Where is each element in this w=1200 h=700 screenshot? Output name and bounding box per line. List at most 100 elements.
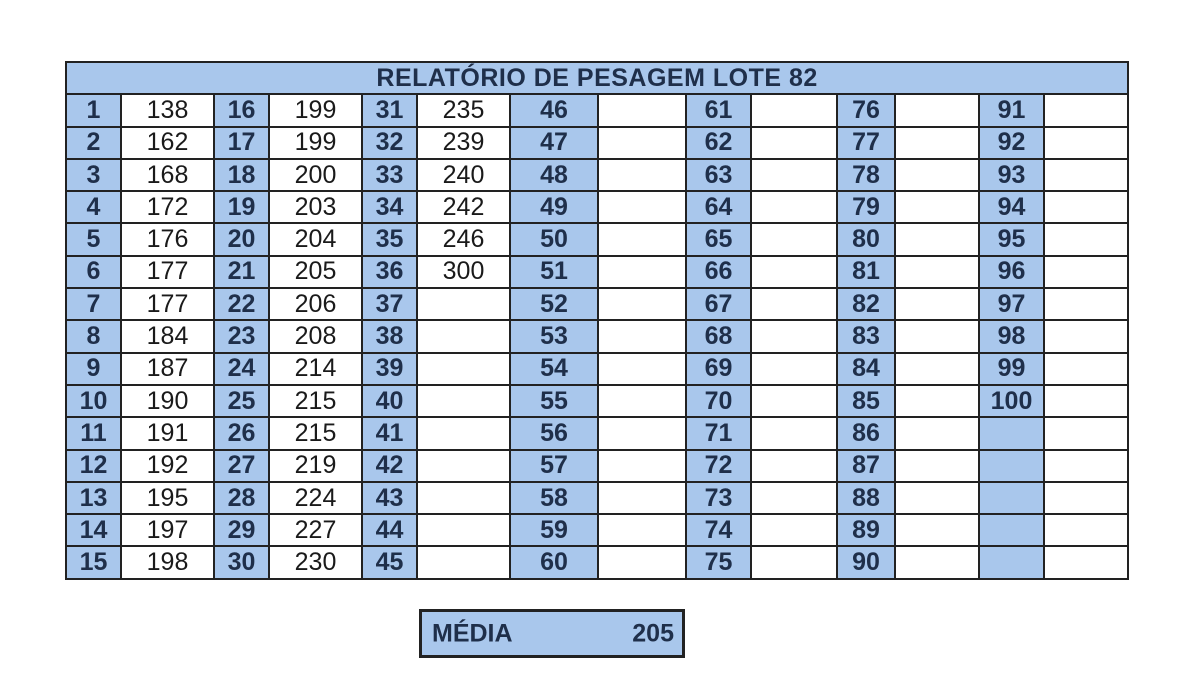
- animal-number-cell: 62: [685, 125, 752, 160]
- animal-number-cell: 71: [685, 416, 752, 451]
- weight-cell: [597, 190, 687, 225]
- animal-number-cell: 58: [509, 480, 599, 516]
- weight-cell: 168: [120, 157, 215, 193]
- animal-number-cell: 21: [213, 254, 270, 290]
- animal-number-cell: 29: [213, 513, 270, 548]
- weight-cell: [416, 383, 511, 419]
- average-box: MÉDIA 205: [419, 609, 685, 658]
- animal-number-cell: 83: [836, 319, 896, 354]
- animal-number-cell: 19: [213, 190, 270, 225]
- animal-number-cell: 89: [836, 513, 896, 548]
- title-row: RELATÓRIO DE PESAGEM LOTE 82: [64, 60, 1130, 96]
- table-row: 8 184 23 208 38 53 68 83 98: [65, 319, 1130, 354]
- weight-cell: 187: [120, 351, 215, 386]
- animal-number-cell: 73: [685, 480, 752, 516]
- animal-number-cell: 61: [685, 93, 752, 128]
- animal-number-cell: 49: [509, 190, 599, 225]
- animal-number-cell: 77: [836, 125, 896, 160]
- animal-number-cell: 28: [213, 480, 270, 516]
- animal-number-cell: 8: [65, 319, 122, 354]
- animal-number-cell: 51: [509, 254, 599, 290]
- animal-number-cell: 79: [836, 190, 896, 225]
- animal-number-cell: 7: [65, 287, 122, 322]
- animal-number-cell: 31: [361, 93, 418, 128]
- table-row: 3 168 18 200 33 240 48 63 78 93: [65, 157, 1130, 193]
- weight-cell: [597, 480, 687, 516]
- weight-cell: 198: [120, 545, 215, 580]
- animal-number-cell: 26: [213, 416, 270, 451]
- weight-cell: [894, 480, 980, 516]
- weight-cell: [750, 545, 838, 580]
- table-row: 12 192 27 219 42 57 72 87: [65, 448, 1130, 483]
- weight-cell: [416, 416, 511, 451]
- weight-cell: [597, 222, 687, 257]
- animal-number-cell: 12: [65, 448, 122, 483]
- weight-cell: [597, 319, 687, 354]
- animal-number-cell: 45: [361, 545, 418, 580]
- weight-cell: [1042, 157, 1130, 193]
- empty-number-cell: [978, 513, 1045, 548]
- animal-number-cell: 64: [685, 190, 752, 225]
- animal-number-cell: 24: [213, 351, 270, 386]
- animal-number-cell: 20: [213, 222, 270, 257]
- animal-number-cell: 33: [361, 157, 418, 193]
- weight-cell: [750, 93, 838, 128]
- animal-number-cell: 9: [65, 351, 122, 386]
- weight-cell: 246: [416, 222, 511, 257]
- weight-cell: [1042, 416, 1130, 451]
- weight-cell: [1042, 190, 1130, 225]
- animal-number-cell: 100: [978, 383, 1045, 419]
- weight-cell: [597, 254, 687, 290]
- table-row: 7 177 22 206 37 52 67 82 97: [65, 287, 1130, 322]
- animal-number-cell: 85: [836, 383, 896, 419]
- animal-number-cell: 14: [65, 513, 122, 548]
- animal-number-cell: 78: [836, 157, 896, 193]
- weight-cell: [597, 416, 687, 451]
- weight-cell: [894, 222, 980, 257]
- table-row: 13 195 28 224 43 58 73 88: [65, 480, 1130, 516]
- table-row: 6 177 21 205 36 300 51 66 81 96: [65, 254, 1130, 290]
- weight-cell: [1042, 383, 1130, 419]
- animal-number-cell: 63: [685, 157, 752, 193]
- weight-cell: 204: [268, 222, 363, 257]
- weight-cell: 172: [120, 190, 215, 225]
- weighing-report-table: RELATÓRIO DE PESAGEM LOTE 82 1 138 16 199 31…: [64, 60, 1130, 580]
- table-row: 14 197 29 227 44 59 74 89: [65, 513, 1130, 548]
- weight-cell: [750, 190, 838, 225]
- animal-number-cell: 84: [836, 351, 896, 386]
- weight-cell: [750, 319, 838, 354]
- animal-number-cell: 37: [361, 287, 418, 322]
- weight-cell: [416, 545, 511, 580]
- weight-cell: 199: [268, 93, 363, 128]
- table-row: 9 187 24 214 39 54 69 84 99: [65, 351, 1130, 386]
- weight-cell: [750, 287, 838, 322]
- animal-number-cell: 74: [685, 513, 752, 548]
- animal-number-cell: 42: [361, 448, 418, 483]
- animal-number-cell: 39: [361, 351, 418, 386]
- weight-cell: 190: [120, 383, 215, 419]
- weight-cell: 214: [268, 351, 363, 386]
- weight-cell: [1042, 125, 1130, 160]
- animal-number-cell: 5: [65, 222, 122, 257]
- weight-cell: 177: [120, 287, 215, 322]
- animal-number-cell: 65: [685, 222, 752, 257]
- weight-cell: 208: [268, 319, 363, 354]
- animal-number-cell: 6: [65, 254, 122, 290]
- weight-cell: [1042, 545, 1130, 580]
- animal-number-cell: 3: [65, 157, 122, 193]
- animal-number-cell: 35: [361, 222, 418, 257]
- weight-cell: [894, 319, 980, 354]
- animal-number-cell: 27: [213, 448, 270, 483]
- animal-number-cell: 99: [978, 351, 1045, 386]
- animal-number-cell: 67: [685, 287, 752, 322]
- weight-cell: [894, 383, 980, 419]
- animal-number-cell: 88: [836, 480, 896, 516]
- animal-number-cell: 86: [836, 416, 896, 451]
- weight-cell: [894, 351, 980, 386]
- animal-number-cell: 55: [509, 383, 599, 419]
- animal-number-cell: 72: [685, 448, 752, 483]
- animal-number-cell: 34: [361, 190, 418, 225]
- weight-cell: [1042, 513, 1130, 548]
- weight-cell: [894, 545, 980, 580]
- weight-cell: [750, 513, 838, 548]
